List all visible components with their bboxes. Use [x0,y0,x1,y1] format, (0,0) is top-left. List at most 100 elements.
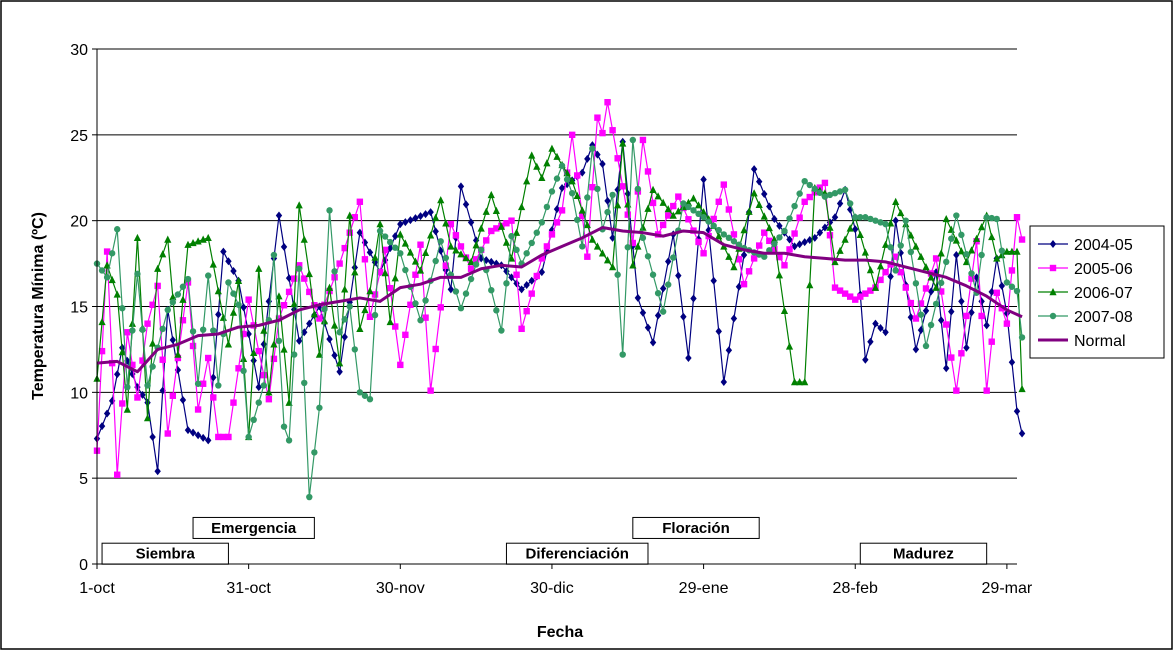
stage-Madurez: Madurez [859,542,988,565]
data-point [720,231,728,238]
data-point [680,200,687,207]
data-point [978,223,986,231]
data-point [174,354,182,362]
data-point [750,255,758,262]
data-point [988,232,996,241]
data-point [493,307,500,314]
data-point [892,216,899,225]
data-point [897,248,904,257]
data-point [882,328,889,337]
data-point [720,378,728,387]
data-point [958,231,965,239]
data-point [336,260,343,267]
data-point [750,189,758,197]
data-point [376,227,384,235]
data-point [144,382,151,389]
data-point [154,467,161,476]
data-point [735,241,743,248]
data-point [351,346,359,353]
data-point [386,284,394,292]
data-point [690,207,697,214]
data-point [239,354,248,363]
data-point [922,342,930,350]
data-point [1003,279,1011,286]
data-point [846,293,854,300]
data-point [836,246,844,254]
data-point [210,327,217,334]
data-point [786,215,793,222]
data-point [877,323,884,332]
data-point [351,268,359,276]
data-point [664,205,672,213]
data-point [574,172,581,179]
data-point [983,214,990,221]
data-point [907,313,915,322]
data-point [310,310,318,318]
data-point [164,430,171,437]
data-point [735,282,743,291]
data-point [437,238,444,245]
data-point [998,247,1006,254]
stage-label: Siembra [136,546,196,563]
data-point [846,224,854,232]
data-point [932,283,940,291]
data-point [730,263,738,271]
data-point [523,177,531,185]
data-point [1018,429,1026,438]
data-point [149,339,157,347]
data-point [993,289,1000,296]
data-point [609,263,617,271]
y-tick-label: 0 [79,557,88,574]
data-point [861,248,869,256]
data-point [452,288,460,295]
data-point [634,185,642,193]
data-point [472,256,480,263]
data-point [437,196,445,204]
data-point [685,203,692,211]
data-point [882,268,889,276]
data-point [260,371,268,379]
data-point [710,276,717,285]
data-point [619,183,626,190]
data-point [740,280,748,288]
data-point [240,303,247,312]
data-point [482,207,490,215]
x-tick-label: 28-feb [833,580,878,597]
data-point [392,244,399,251]
data-point [831,284,839,291]
data-point [194,406,202,413]
data-point [761,253,768,260]
data-point [462,254,470,262]
data-point [695,238,702,246]
x-tick-label: 29-mar [982,580,1033,597]
data-point [396,230,404,238]
data-point [998,251,1006,259]
data-point [184,275,192,283]
data-point [194,380,202,387]
data-point [907,231,915,239]
data-point [1018,334,1026,341]
data-point [502,238,511,246]
stage-labels: Siembra Emergencia Diferenciación Floración… [101,516,988,565]
data-point [674,207,682,215]
data-point [301,275,308,282]
data-point [397,220,404,229]
data-point [169,392,177,399]
data-point [958,350,965,357]
data-point [659,221,667,229]
series-line-2004-05 [96,141,1023,472]
data-point [831,190,839,197]
data-point [447,242,455,250]
stage-box [192,516,315,539]
data-point [1008,267,1016,274]
data-point [290,299,298,308]
legend-label: Normal [1074,333,1126,350]
data-point [346,229,353,236]
data-point [857,214,864,221]
data-point [235,301,242,308]
data-point [417,241,424,248]
data-point [750,165,758,174]
data-point [483,237,490,244]
data-point [846,205,854,214]
